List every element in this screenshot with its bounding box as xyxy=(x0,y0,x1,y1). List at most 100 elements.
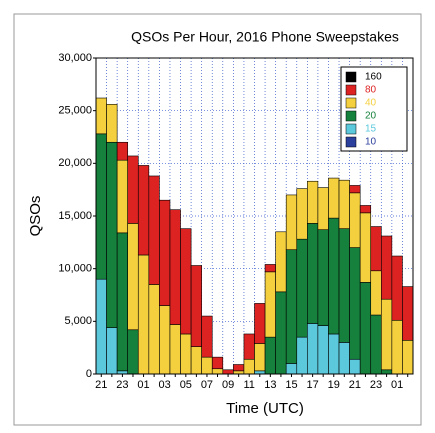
bar-segment xyxy=(106,327,118,375)
legend-swatch xyxy=(345,71,357,83)
bar-segment xyxy=(380,298,393,371)
legend-swatch xyxy=(345,123,357,135)
bar-segment xyxy=(264,336,276,375)
legend-label: 40 xyxy=(365,98,377,109)
x-tick-label: 03 xyxy=(159,379,171,391)
x-tick-label: 05 xyxy=(180,379,192,391)
bar-segment xyxy=(95,278,107,375)
bar-segment xyxy=(338,228,350,343)
bar-segment xyxy=(159,199,171,306)
bar-segment xyxy=(359,212,372,283)
bar-segment xyxy=(116,159,128,234)
bar-segment xyxy=(211,356,224,370)
x-tick-label: 21 xyxy=(95,379,107,391)
x-tick-label: 23 xyxy=(116,379,128,391)
legend-label: 20 xyxy=(365,111,377,122)
bar-segment xyxy=(317,325,329,375)
bar-segment xyxy=(222,369,234,375)
legend-swatch xyxy=(345,84,357,96)
bar-segment xyxy=(275,291,287,375)
bar-segment xyxy=(391,319,403,375)
bar-segment xyxy=(180,228,192,335)
bar-segment xyxy=(338,179,350,229)
bar-segment xyxy=(169,209,181,325)
bar-segment xyxy=(380,235,393,300)
bar-segment xyxy=(243,358,255,375)
bar-segment xyxy=(127,223,139,331)
bar-segment xyxy=(296,238,308,338)
bar-segment xyxy=(116,141,128,161)
y-tick-label: 5,000 xyxy=(64,315,92,327)
bar-segment xyxy=(254,303,266,344)
bar-segment xyxy=(211,368,224,375)
bar-segment xyxy=(127,329,139,375)
bar-segment xyxy=(190,265,202,347)
bar-segment xyxy=(243,333,255,360)
bar-segment xyxy=(137,254,150,375)
bar-segment xyxy=(328,217,340,335)
bar-segment xyxy=(106,141,118,328)
bar-segment xyxy=(95,97,107,135)
x-tick-label: 13 xyxy=(264,379,276,391)
bar-segment xyxy=(180,333,192,375)
bar-segment xyxy=(391,255,403,321)
legend-swatch xyxy=(345,136,357,148)
bar-segment xyxy=(254,343,266,372)
x-tick-label: 09 xyxy=(222,379,234,391)
bar-segment xyxy=(349,358,361,375)
legend-label: 160 xyxy=(365,72,382,83)
bar-segment xyxy=(264,264,276,273)
x-axis-label: Time (UTC) xyxy=(226,400,304,417)
bar-segment xyxy=(317,187,329,230)
bar-segment xyxy=(190,346,202,375)
y-tick-label: 10,000 xyxy=(58,263,92,275)
bar-segment xyxy=(264,271,276,338)
bar-segment xyxy=(307,180,319,224)
legend-label: 10 xyxy=(365,137,377,148)
bar-segment xyxy=(307,323,319,375)
bar-segment xyxy=(233,364,245,372)
y-axis-label: QSOs xyxy=(27,196,44,237)
bar-segment xyxy=(349,185,361,194)
bar-segment xyxy=(402,339,414,375)
y-tick-label: 30,000 xyxy=(58,52,92,64)
bar-segment xyxy=(116,232,128,372)
bar-segment xyxy=(359,282,372,375)
bar-segment xyxy=(370,270,382,316)
y-tick-label: 15,000 xyxy=(58,210,92,222)
bar-segment xyxy=(317,229,329,326)
bar-segment xyxy=(359,205,372,214)
bar-segment xyxy=(148,284,160,375)
y-tick-label: 20,000 xyxy=(58,157,92,169)
bar-segment xyxy=(137,165,150,256)
x-tick-label: 15 xyxy=(285,379,297,391)
legend-swatch xyxy=(345,110,357,122)
bar-segment xyxy=(380,369,393,375)
legend-label: 80 xyxy=(365,85,377,96)
x-tick-label: 17 xyxy=(306,379,318,391)
bar-segment xyxy=(370,314,382,375)
legend-swatch xyxy=(345,97,357,109)
bar-segment xyxy=(159,305,171,375)
bar-segment xyxy=(328,333,340,375)
bar-segment xyxy=(148,175,160,285)
plot-border xyxy=(95,57,414,375)
bar-segment xyxy=(296,188,308,240)
bar-segment xyxy=(285,194,298,251)
bar-segment xyxy=(201,315,213,358)
bar-segment xyxy=(307,223,319,324)
x-tick-label: 01 xyxy=(391,379,403,391)
bar-segment xyxy=(169,324,181,375)
chart-title: QSOs Per Hour, 2016 Phone Sweepstakes xyxy=(131,29,399,45)
y-tick-label: 0 xyxy=(86,368,92,380)
bar-segment xyxy=(285,363,298,375)
bar-segment xyxy=(338,342,350,375)
bar-segment xyxy=(275,231,287,293)
bar-segment xyxy=(402,286,414,341)
bar-segment xyxy=(201,356,213,375)
y-tick-label: 25,000 xyxy=(58,105,92,117)
x-tick-label: 23 xyxy=(370,379,382,391)
x-tick-label: 01 xyxy=(137,379,149,391)
x-tick-label: 19 xyxy=(328,379,340,391)
